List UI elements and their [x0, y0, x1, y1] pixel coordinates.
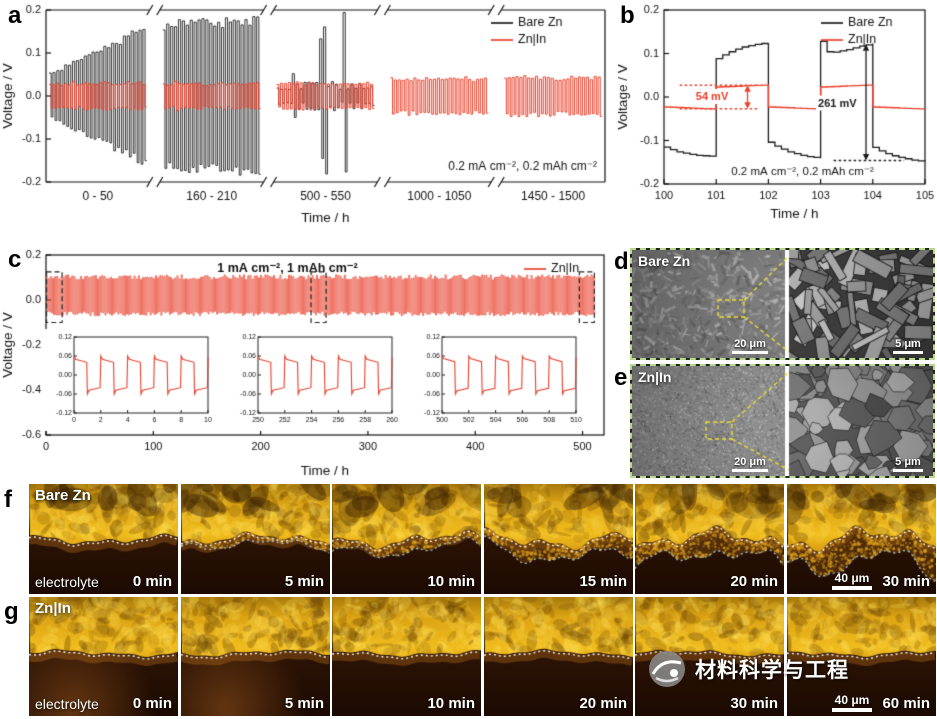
micrograph-image: [332, 484, 481, 594]
micrograph-frame-f-0: Bare Zn electrolyte 0 min: [29, 484, 178, 594]
time-label: 0 min: [132, 695, 172, 712]
panel-letter-d: d: [614, 248, 629, 275]
panel-letter-f: f: [4, 486, 12, 513]
scale-bar: 40 μm: [832, 693, 872, 712]
scale-bar: 40 μm: [832, 571, 872, 590]
sem-image-bare-zn: [632, 250, 933, 358]
scale-bar: 20 μm: [732, 455, 768, 472]
micrograph-image: [484, 484, 633, 594]
sample-label: Bare Zn: [35, 487, 91, 504]
panel-letter-e: e: [614, 364, 628, 391]
panel-letter-g: g: [4, 598, 19, 625]
micrograph-frame-f-4: 20 min: [635, 484, 784, 594]
electrolyte-label: electrolyte: [35, 574, 99, 590]
scale-label: 5 μm: [895, 337, 921, 350]
micrograph-frame-g-5: 40 μm 60 min: [787, 597, 936, 716]
micrograph-image: [635, 484, 784, 594]
panel-letter-a: a: [8, 2, 22, 29]
scale-line: [832, 708, 872, 712]
sample-label: Bare Zn: [638, 253, 691, 269]
time-label: 20 min: [579, 695, 627, 712]
time-label: 5 min: [284, 695, 324, 712]
scale-line: [732, 468, 768, 472]
sem-panel-e: Zn|In 20 μm 5 μm: [630, 364, 935, 478]
scale-label: 40 μm: [834, 571, 870, 585]
watermark-logo: [649, 651, 685, 687]
watermark-text: 材料科学与工程: [695, 659, 849, 682]
panel-letter-c: c: [8, 246, 22, 273]
micrograph-image: [181, 484, 330, 594]
micrograph-frame-f-3: 15 min: [484, 484, 633, 594]
scale-bar: 5 μm: [893, 337, 923, 354]
micrograph-frame-f-5: 40 μm 30 min: [787, 484, 936, 594]
micrograph-frame-g-1: 5 min: [181, 597, 330, 716]
time-label: 0 min: [132, 573, 172, 590]
micrograph-image: [787, 597, 936, 716]
electrolyte-label: electrolyte: [35, 696, 99, 712]
time-label: 60 min: [882, 695, 930, 712]
micrograph-image: [484, 597, 633, 716]
scale-label: 5 μm: [895, 455, 921, 468]
micrograph-frame-g-0: Zn|In electrolyte 0 min: [29, 597, 178, 716]
micrograph-frame-g-2: 10 min: [332, 597, 481, 716]
scale-line: [893, 350, 923, 354]
sem-panel-d: Bare Zn 20 μm 5 μm: [630, 248, 935, 360]
scale-label: 20 μm: [734, 337, 766, 350]
chart-c-long-cycling: [0, 243, 614, 483]
watermark: 材料科学与工程: [648, 650, 849, 688]
time-label: 20 min: [730, 573, 778, 590]
sample-label: Zn|In: [638, 369, 672, 385]
chart-a-cycling-voltage: [0, 0, 613, 242]
scale-bar: 20 μm: [732, 337, 768, 354]
micrograph-frame-f-2: 10 min: [332, 484, 481, 594]
sem-image-znin: [632, 366, 933, 476]
time-label: 30 min: [882, 573, 930, 590]
scale-line: [893, 468, 923, 472]
scale-line: [732, 350, 768, 354]
micrograph-image: [181, 597, 330, 716]
sample-label: Zn|In: [35, 600, 71, 617]
time-label: 5 min: [284, 573, 324, 590]
micrograph-frame-g-3: 20 min: [484, 597, 633, 716]
scale-line: [832, 586, 872, 590]
scale-label: 40 μm: [834, 693, 870, 707]
micrograph-image: [787, 484, 936, 594]
micrograph-image: [29, 597, 178, 716]
micrograph-image: [332, 597, 481, 716]
time-label: 10 min: [427, 695, 475, 712]
micrograph-image: [29, 484, 178, 594]
scale-label: 20 μm: [734, 455, 766, 468]
time-label: 15 min: [579, 573, 627, 590]
micrograph-frame-f-1: 5 min: [181, 484, 330, 594]
chart-b-polarization: [614, 0, 937, 242]
scale-bar: 5 μm: [893, 455, 923, 472]
panel-letter-b: b: [620, 2, 635, 29]
time-label: 10 min: [427, 573, 475, 590]
time-label: 30 min: [730, 695, 778, 712]
